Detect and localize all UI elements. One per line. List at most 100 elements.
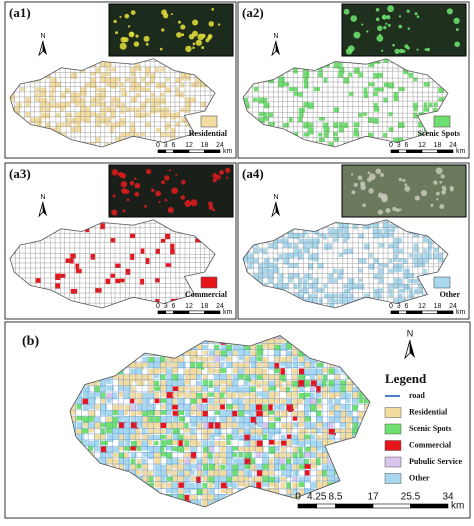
land-parcel — [46, 123, 51, 128]
land-parcel — [323, 465, 330, 470]
land-parcel — [208, 392, 214, 396]
inset-feature — [208, 202, 213, 207]
land-parcel — [16, 107, 20, 112]
land-parcel — [95, 417, 101, 422]
legend-swatch — [385, 474, 401, 484]
land-parcel — [389, 127, 394, 131]
land-parcel — [154, 441, 158, 445]
inset-feature — [386, 15, 390, 19]
inset-feature — [387, 5, 394, 12]
land-parcel — [113, 410, 118, 415]
land-parcel — [264, 258, 270, 262]
land-parcel — [208, 404, 213, 410]
land-parcel — [100, 380, 105, 387]
land-parcel — [239, 470, 245, 475]
land-parcel — [262, 357, 267, 363]
scale-segment — [373, 504, 411, 508]
land-parcel — [303, 122, 309, 128]
inset-feature — [113, 195, 116, 198]
land-parcel — [286, 344, 292, 349]
land-parcel — [178, 446, 184, 452]
land-parcel — [214, 399, 221, 404]
land-parcel — [280, 368, 284, 375]
land-parcel — [111, 97, 117, 102]
land-parcel — [125, 405, 131, 412]
land-parcel — [101, 73, 105, 78]
land-parcel — [287, 434, 292, 438]
inset-feature — [151, 189, 154, 192]
scale-segment — [317, 504, 336, 508]
land-parcel — [161, 440, 166, 447]
land-parcel — [184, 386, 189, 391]
land-parcel — [292, 351, 298, 357]
land-parcel — [322, 458, 327, 464]
land-parcel — [184, 435, 189, 442]
inset-feature — [134, 178, 136, 180]
land-parcel — [379, 243, 385, 247]
land-parcel — [190, 375, 196, 380]
north-label: N — [273, 192, 278, 201]
land-parcel — [185, 458, 190, 465]
scale-segment — [399, 311, 407, 314]
scale-label: 17 — [367, 492, 379, 503]
legend-swatch — [385, 424, 401, 434]
land-parcel — [284, 283, 289, 289]
land-parcel — [299, 482, 305, 487]
land-parcel — [220, 465, 225, 470]
land-parcel — [343, 249, 347, 255]
land-parcel — [268, 381, 275, 387]
land-parcel — [263, 392, 269, 398]
land-parcel — [299, 465, 305, 470]
scale-segment — [438, 311, 454, 314]
land-parcel — [130, 399, 134, 404]
legend-label: Commercial — [409, 440, 452, 449]
land-parcel — [303, 133, 309, 137]
land-parcel — [149, 435, 156, 440]
land-parcel — [61, 93, 66, 99]
land-parcel — [197, 375, 201, 380]
inset-feature — [430, 204, 433, 207]
land-parcel — [71, 72, 77, 78]
land-parcel — [197, 369, 203, 375]
land-parcel — [322, 429, 327, 435]
land-parcel — [166, 429, 171, 433]
land-parcel — [294, 273, 300, 277]
land-parcel — [274, 368, 280, 373]
inset-feature — [376, 8, 380, 12]
inset-feature — [124, 14, 129, 19]
land-parcel — [40, 108, 44, 112]
land-parcel — [179, 362, 186, 368]
land-parcel — [101, 387, 105, 393]
inset-feature — [112, 169, 118, 175]
land-parcel — [71, 127, 75, 132]
land-parcel — [250, 386, 255, 391]
land-parcel — [318, 263, 324, 268]
land-parcel — [203, 452, 209, 458]
land-parcel — [125, 78, 129, 82]
land-parcel — [202, 470, 209, 475]
land-parcel — [232, 482, 237, 488]
land-parcel — [414, 108, 418, 112]
land-parcel — [156, 83, 161, 88]
scale-label: 0 — [295, 492, 301, 503]
land-parcel — [305, 440, 311, 444]
land-parcel — [190, 458, 195, 462]
land-parcel — [316, 392, 321, 397]
land-parcel — [299, 233, 305, 237]
scale-label: 3 — [164, 303, 168, 310]
land-parcel — [286, 482, 290, 489]
land-parcel — [135, 113, 141, 118]
land-parcel — [215, 422, 221, 429]
inset-feature — [181, 180, 185, 184]
inset-feature — [450, 186, 454, 190]
scale-segment — [391, 311, 399, 314]
land-parcel — [137, 368, 142, 374]
land-parcel — [215, 441, 221, 446]
land-parcel — [292, 482, 298, 489]
land-parcel — [202, 386, 208, 391]
land-parcel — [358, 268, 362, 272]
inset-feature — [197, 34, 204, 41]
land-parcel — [191, 98, 196, 103]
scale-segment — [298, 504, 317, 508]
